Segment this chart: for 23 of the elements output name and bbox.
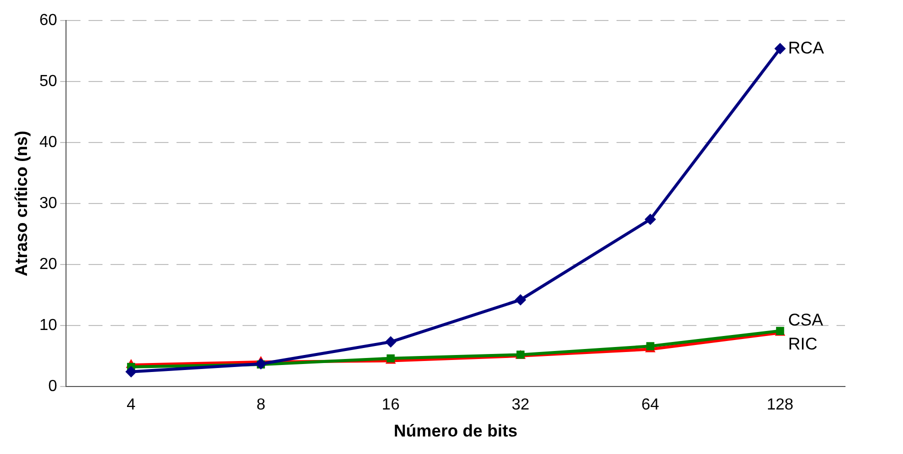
x-tick-label: 8: [256, 396, 266, 414]
y-tick-label: 0: [48, 378, 58, 395]
point: [126, 366, 137, 378]
y-axis-title: Atraso crítico (ns): [12, 130, 31, 276]
y-tick-label: 40: [39, 134, 58, 151]
series-label: CSA: [788, 310, 824, 330]
point: [644, 214, 656, 225]
x-tick-label: 32: [512, 396, 530, 414]
x-axis-title: Número de bits: [394, 421, 518, 440]
series-label: RCA: [788, 38, 825, 58]
y-tick-label: 60: [39, 12, 58, 30]
y-tick-label: 50: [39, 72, 58, 90]
y-tick-label: 10: [39, 316, 58, 334]
point: [515, 294, 526, 306]
x-tick-label: 16: [382, 396, 400, 414]
x-tick-label: 128: [766, 396, 794, 414]
x-tick-label: 4: [126, 396, 136, 414]
point: [774, 43, 786, 54]
x-tick-label: 64: [641, 396, 660, 414]
series-label: RIC: [788, 334, 818, 354]
y-tick-label: 20: [39, 256, 58, 273]
y-tick-label: 30: [39, 194, 58, 212]
point: [385, 336, 396, 348]
